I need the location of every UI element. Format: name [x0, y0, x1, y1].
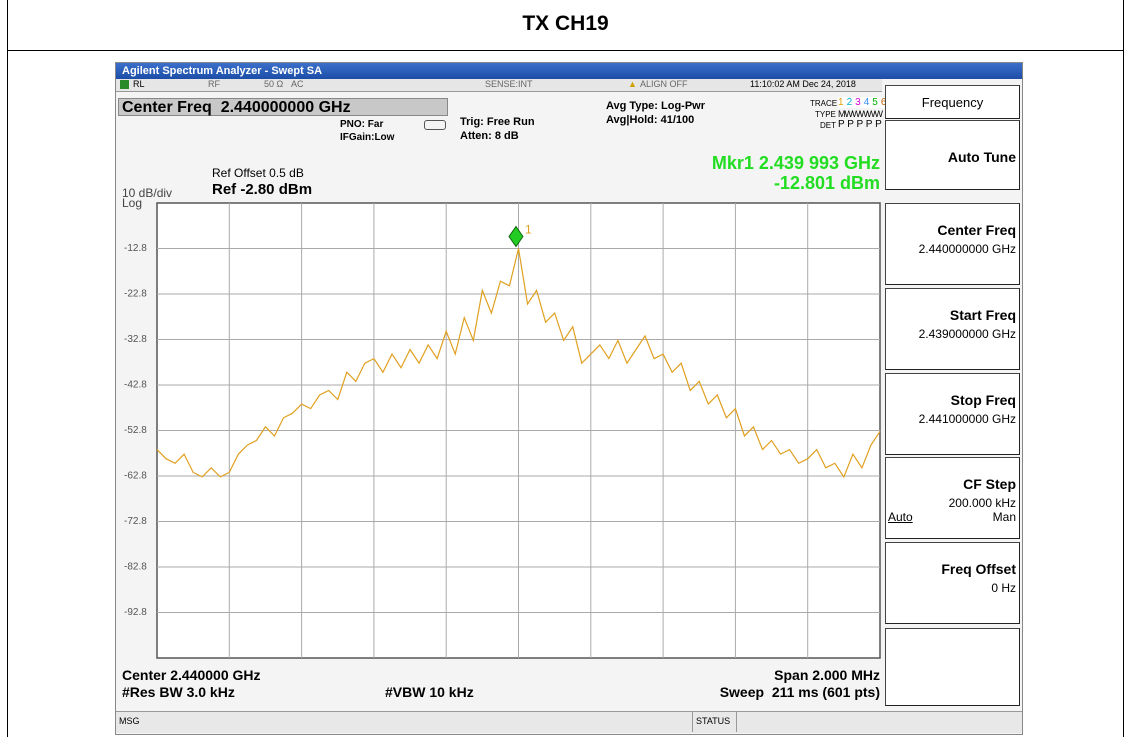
menu-title: Frequency: [885, 85, 1020, 119]
y-tick-label: -42.8: [124, 380, 147, 391]
status-coupling: AC: [291, 79, 304, 89]
menu-value: 200.000 kHz: [948, 496, 1016, 510]
footer-vbw: #VBW 10 kHz: [385, 684, 474, 700]
trace-number: 6: [880, 97, 887, 108]
bar-divider: [736, 711, 737, 732]
type-value: MWWWWW: [838, 109, 883, 119]
y-tick-label: -52.8: [124, 425, 147, 436]
trig: Trig: Free Run: [460, 116, 535, 128]
menu-value: 2.441000000 GHz: [918, 412, 1016, 426]
status-rf: RF: [208, 79, 220, 89]
trace: [156, 248, 881, 479]
y-tick-label: -62.8: [124, 471, 147, 482]
title-rule: [7, 50, 1124, 51]
report-title: TX CH19: [522, 12, 609, 35]
menu-value: 2.439000000 GHz: [918, 327, 1016, 341]
trace-number: 4: [863, 97, 870, 108]
lxi-icon: [120, 80, 129, 89]
y-tick-label: -92.8: [124, 607, 147, 618]
pno-icon: [424, 120, 446, 130]
menu-button[interactable]: CF Step 200.000 kHz Auto Man: [885, 457, 1020, 539]
pno: PNO: Far: [340, 119, 384, 130]
footer-span: Span 2.000 MHz: [774, 667, 880, 683]
window-title: Agilent Spectrum Analyzer - Swept SA: [116, 63, 1022, 79]
menu-label: Auto Tune: [947, 149, 1016, 165]
bottom-bar: [116, 711, 1022, 733]
menu-value: 0 Hz: [991, 581, 1016, 595]
status-impedance: 50 Ω: [264, 79, 284, 89]
menu-option: Auto: [888, 510, 913, 524]
status-time: 11:10:02 AM Dec 24, 2018: [750, 79, 856, 89]
trace-number: 2: [846, 97, 853, 108]
status-sense: SENSE:INT: [485, 79, 533, 89]
menu-label: CF Step: [963, 476, 1016, 492]
trace-number: 5: [872, 97, 878, 108]
msg: MSG: [119, 716, 140, 726]
status-rl: RL: [133, 79, 145, 89]
status-row: [116, 79, 882, 92]
status-align: ALIGN OFF: [640, 79, 688, 89]
menu-label: Freq Offset: [941, 561, 1016, 577]
avg-hold: Avg|Hold: 41/100: [606, 114, 695, 126]
marker: [508, 225, 524, 248]
type-label: TYPE: [815, 110, 836, 119]
ifgain: IFGain:Low: [340, 132, 395, 143]
marker-freq: Mkr1 2.439 993 GHz: [711, 153, 880, 173]
marker-label: 1: [525, 223, 532, 237]
menu-label: Stop Freq: [950, 392, 1016, 408]
menu-button[interactable]: [885, 628, 1020, 706]
menu-value: 2.440000000 GHz: [918, 242, 1016, 256]
center-freq-box: Center Freq 2.440000000 GHz: [118, 98, 448, 116]
y-tick-label: -32.8: [124, 334, 147, 345]
status: STATUS: [696, 716, 731, 726]
atten: Atten: 8 dB: [460, 130, 519, 142]
log-label: Log: [122, 196, 143, 210]
menu-button[interactable]: Start Freq 2.439000000 GHz: [885, 288, 1020, 370]
ref-offset: Ref Offset 0.5 dB: [212, 166, 304, 180]
trace-label: TRACE: [810, 99, 838, 108]
menu-button[interactable]: Center Freq 2.440000000 GHz: [885, 203, 1020, 285]
y-tick-label: -82.8: [124, 562, 147, 573]
footer-center: Center 2.440000 GHz: [122, 667, 261, 683]
trace-number: 3: [855, 97, 861, 108]
menu-label: Start Freq: [949, 307, 1016, 323]
trace-number: 1: [838, 97, 844, 108]
menu-option: Man: [992, 510, 1016, 524]
scale: 10 dB/div: [122, 186, 173, 200]
footer-rbw: #Res BW 3.0 kHz: [122, 684, 235, 700]
avg-type: Avg Type: Log-Pwr: [606, 100, 705, 112]
menu-button[interactable]: Freq Offset 0 Hz: [885, 542, 1020, 624]
det-label: DET: [820, 121, 836, 130]
warning-icon: ▲: [628, 79, 637, 89]
footer-sweep: Sweep 211 ms (601 pts): [719, 684, 880, 700]
y-tick-label: -12.8: [124, 243, 147, 254]
bar-divider: [692, 711, 693, 732]
menu-label: Center Freq: [937, 222, 1016, 238]
menu-button[interactable]: Stop Freq 2.441000000 GHz: [885, 373, 1020, 455]
ref-level: Ref -2.80 dBm: [212, 181, 313, 198]
y-tick-label: -22.8: [124, 289, 147, 300]
frame-left: [7, 0, 8, 737]
y-tick-label: -72.8: [124, 516, 147, 527]
marker-amp: -12.801 dBm: [773, 173, 880, 193]
menu-button[interactable]: Auto Tune: [885, 120, 1020, 190]
frame-right: [1123, 0, 1124, 737]
